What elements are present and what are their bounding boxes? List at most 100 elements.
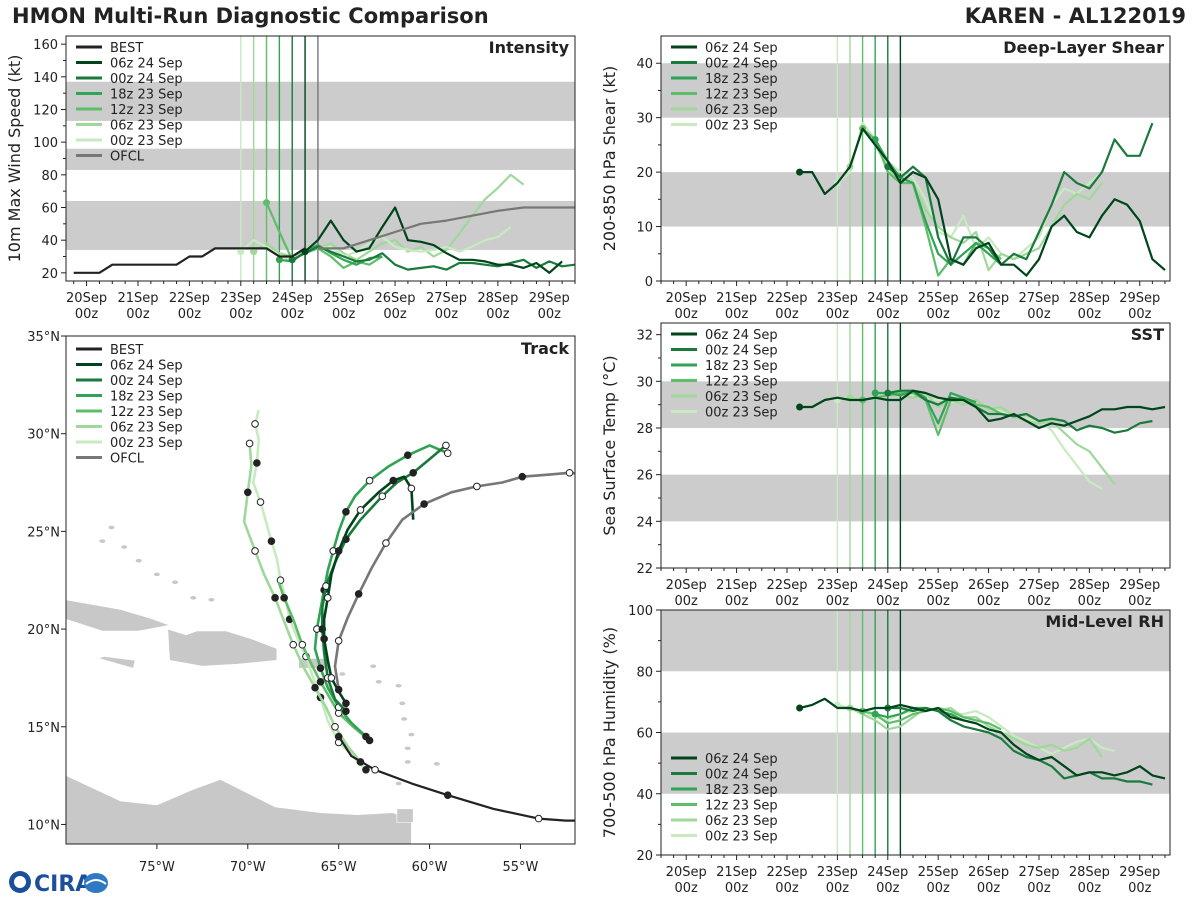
cira-logo: CIRA <box>6 866 110 898</box>
track-point <box>407 484 416 493</box>
series-line <box>848 127 1103 272</box>
track-point <box>409 468 418 477</box>
x-tick-label-date: 26Sep <box>968 291 1009 306</box>
x-tick-label-date: 28Sep <box>1069 578 1110 593</box>
series-line <box>240 226 512 261</box>
track-point <box>403 451 412 459</box>
x-tick-label-date: 28Sep <box>477 291 518 306</box>
island <box>399 701 406 706</box>
track-point <box>518 472 527 481</box>
x-tick-label-date: 29Sep <box>1119 865 1160 880</box>
track-point <box>331 722 339 731</box>
x-tick-label-hour: 00z <box>675 594 699 609</box>
x-tick-label-date: 26Sep <box>968 578 1009 593</box>
x-tick-label-hour: 00z <box>75 307 99 322</box>
track-point <box>271 594 279 602</box>
legend-label: 00z 24 Sep <box>705 57 778 72</box>
series-line <box>73 247 306 274</box>
track-point <box>342 508 350 516</box>
x-tick-label-hour: 00z <box>775 307 799 322</box>
track-point <box>243 488 252 497</box>
track-point <box>365 476 374 485</box>
x-tick-label-date: 25Sep <box>918 578 959 593</box>
track-line <box>277 581 371 742</box>
panel-track: 75°W 70°W 65°W 60°W 55°W 10°N 15°N 20°N 25°N 30°N… <box>27 330 576 875</box>
y-tick-label: 32 <box>636 329 653 344</box>
track-point <box>245 439 254 448</box>
y-tick-label: 24 <box>636 515 653 530</box>
legend-label: 18z 23 Sep <box>705 72 778 87</box>
x-tick-label-hour: 00z <box>178 307 202 322</box>
x-tick-label-date: 20Sep <box>666 291 707 306</box>
x-tick-label-date: 23Sep <box>817 578 858 593</box>
track-point <box>371 765 379 774</box>
legend-label: 00z 24 Sep <box>110 72 183 87</box>
island <box>395 781 402 786</box>
legend-label: 06z 24 Sep <box>110 57 183 72</box>
x-tick-label-date: 23Sep <box>220 291 261 306</box>
y-tick-label: 120 <box>33 104 58 119</box>
x-tick-label-date: 22Sep <box>169 291 210 306</box>
x-tick-label-date: 23Sep <box>817 291 858 306</box>
threshold-band <box>66 200 575 250</box>
y-tick-label: 40 <box>636 788 653 803</box>
legend-label: 12z 23 Sep <box>705 375 778 390</box>
legend-label: 06z 23 Sep <box>705 390 778 405</box>
legend-label: BEST <box>110 41 143 56</box>
y-axis-label: 10m Max Wind Speed (kt) <box>5 55 24 263</box>
x-tick-label-hour: 00z <box>775 594 799 609</box>
track-point <box>534 814 543 823</box>
x-tick-label-hour: 00z <box>826 594 850 609</box>
series-line <box>887 389 1153 434</box>
x-tick-label-date: 29Sep <box>529 291 570 306</box>
series-marker <box>250 248 258 256</box>
legend-label: 12z 23 Sep <box>705 88 778 103</box>
legend-label: 06z 24 Sep <box>705 752 778 767</box>
plot-content <box>66 36 575 281</box>
legend-label: 06z 24 Sep <box>705 328 778 343</box>
legend-label: 00z 23 Sep <box>705 830 778 845</box>
panel-title: Intensity <box>489 38 570 57</box>
y-axis-label: 200-850 hPa Shear (kt) <box>600 66 619 252</box>
island <box>433 762 440 766</box>
x-tick-label-date: 21Sep <box>117 291 158 306</box>
track-point <box>251 547 259 555</box>
x-tick-label-date: 29Sep <box>1119 578 1160 593</box>
x-tick-label-date: 20Sep <box>66 291 107 306</box>
lon-tick-label: 60°W <box>412 860 448 875</box>
x-tick-label-date: 24Sep <box>867 291 908 306</box>
x-tick-label-date: 26Sep <box>375 291 416 306</box>
x-tick-label-hour: 00z <box>1078 594 1102 609</box>
x-tick-label-date: 26Sep <box>968 865 1009 880</box>
island <box>153 572 160 577</box>
series-line <box>265 202 383 269</box>
logo-text: CIRA <box>34 872 92 897</box>
y-tick-label: 28 <box>636 422 653 437</box>
track-point <box>342 707 350 715</box>
x-tick-label-hour: 00z <box>876 881 900 896</box>
map-content <box>66 409 575 844</box>
x-tick-label-date: 24Sep <box>867 865 908 880</box>
panel-intensity: 2040608010012014016020Sep00z21Sep00z22Se… <box>5 35 576 322</box>
lon-tick-label: 75°W <box>139 860 175 875</box>
y-tick-label: 60 <box>41 202 58 217</box>
series-line <box>875 389 977 425</box>
x-tick-label-hour: 00z <box>926 307 950 322</box>
track-point <box>280 594 288 602</box>
island <box>135 558 142 563</box>
legend-label: 00z 23 Sep <box>705 119 778 134</box>
legend-label: BEST <box>110 343 143 358</box>
land-mass <box>66 599 171 632</box>
series-line <box>799 127 1166 277</box>
track-point <box>342 699 350 708</box>
track-point <box>323 594 332 602</box>
x-tick-label-date: 24Sep <box>867 578 908 593</box>
x-tick-label-hour: 00z <box>1128 881 1152 896</box>
x-tick-label-hour: 00z <box>826 881 850 896</box>
x-tick-label-date: 27Sep <box>1018 291 1059 306</box>
x-tick-label-date: 24Sep <box>272 291 313 306</box>
land-mass <box>396 808 414 823</box>
y-tick-label: 0 <box>645 275 653 290</box>
panel-shear: 01020304020Sep00z21Sep00z22Sep00z23Sep00… <box>600 35 1171 322</box>
track-point <box>334 637 343 645</box>
